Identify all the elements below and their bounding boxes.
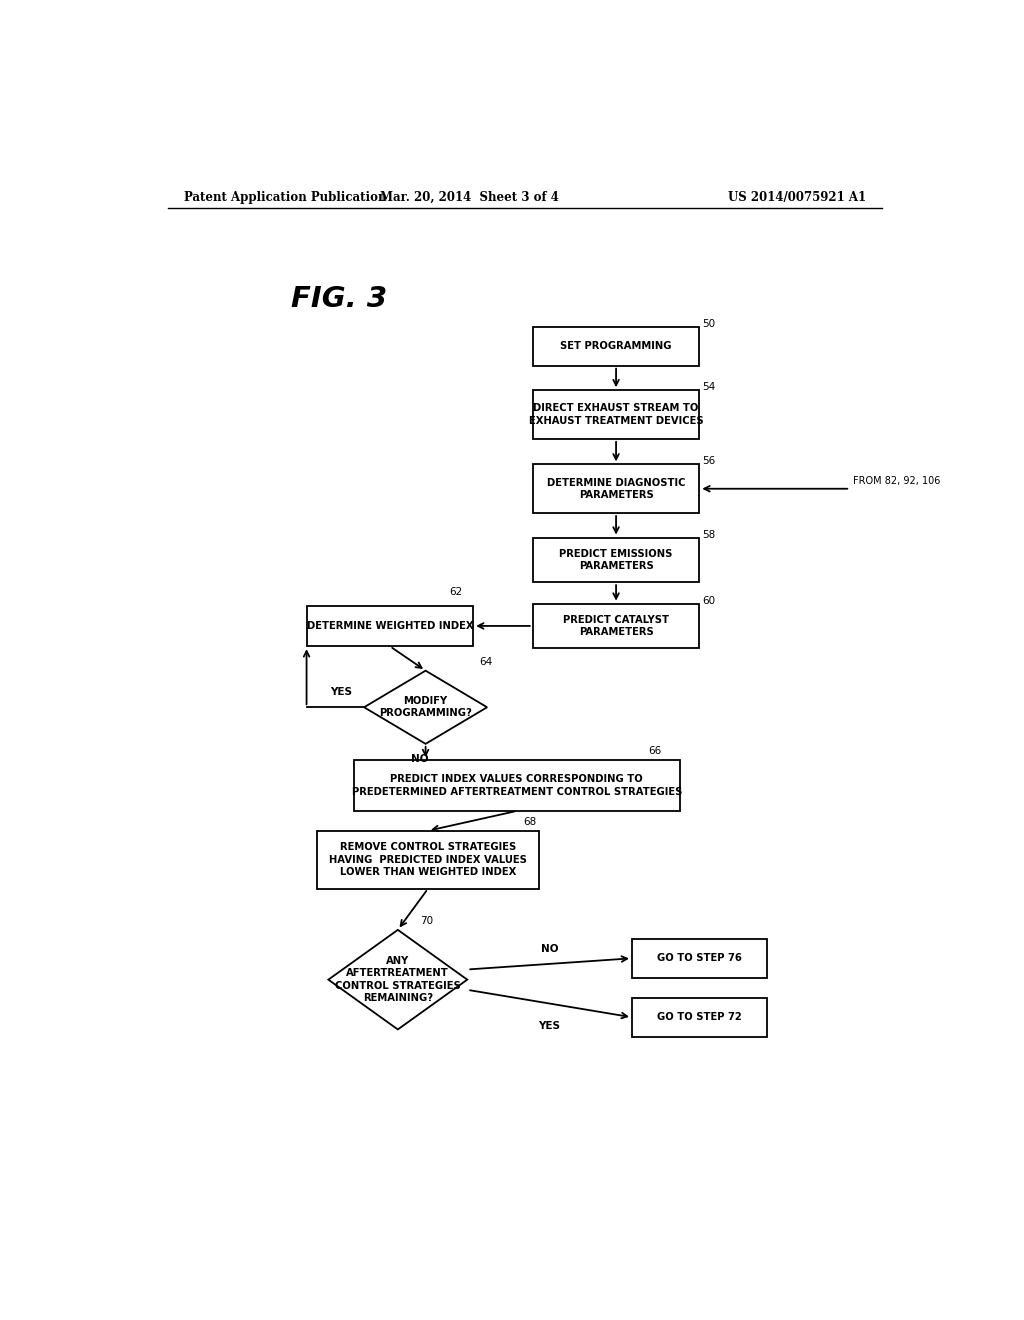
Text: 64: 64 [479, 656, 493, 667]
Text: PREDICT EMISSIONS
PARAMETERS: PREDICT EMISSIONS PARAMETERS [559, 549, 673, 572]
Text: PREDICT INDEX VALUES CORRESPONDING TO
PREDETERMINED AFTERTREATMENT CONTROL STRAT: PREDICT INDEX VALUES CORRESPONDING TO PR… [351, 775, 682, 797]
Text: ANY
AFTERTREATMENT
CONTROL STRATEGIES
REMAINING?: ANY AFTERTREATMENT CONTROL STRATEGIES RE… [335, 956, 461, 1003]
Text: GO TO STEP 72: GO TO STEP 72 [657, 1012, 741, 1022]
Text: DETERMINE DIAGNOSTIC
PARAMETERS: DETERMINE DIAGNOSTIC PARAMETERS [547, 478, 685, 500]
Text: 60: 60 [702, 595, 716, 606]
Bar [532, 391, 699, 440]
Text: PREDICT CATALYST
PARAMETERS: PREDICT CATALYST PARAMETERS [563, 615, 669, 638]
Polygon shape [329, 929, 467, 1030]
Bar [532, 537, 699, 582]
Text: GO TO STEP 76: GO TO STEP 76 [657, 953, 741, 964]
Polygon shape [365, 671, 487, 744]
Text: REMOVE CONTROL STRATEGIES
HAVING  PREDICTED INDEX VALUES
LOWER THAN WEIGHTED IND: REMOVE CONTROL STRATEGIES HAVING PREDICT… [329, 842, 527, 876]
Text: DIRECT EXHAUST STREAM TO
EXHAUST TREATMENT DEVICES: DIRECT EXHAUST STREAM TO EXHAUST TREATME… [528, 404, 703, 426]
Bar [632, 939, 767, 978]
Text: 68: 68 [523, 817, 537, 826]
Text: SET PROGRAMMING: SET PROGRAMMING [560, 342, 672, 351]
Text: FROM 82, 92, 106: FROM 82, 92, 106 [853, 475, 940, 486]
Text: Patent Application Publication: Patent Application Publication [183, 190, 386, 203]
Text: 50: 50 [702, 319, 716, 329]
Text: 70: 70 [420, 916, 433, 925]
Bar [532, 603, 699, 648]
Text: 62: 62 [450, 587, 463, 598]
Text: NO: NO [411, 754, 428, 764]
Text: DETERMINE WEIGHTED INDEX: DETERMINE WEIGHTED INDEX [306, 620, 473, 631]
Text: 66: 66 [648, 746, 662, 756]
Text: Mar. 20, 2014  Sheet 3 of 4: Mar. 20, 2014 Sheet 3 of 4 [380, 190, 559, 203]
Bar [316, 830, 539, 888]
Text: YES: YES [539, 1022, 560, 1031]
Text: YES: YES [330, 688, 352, 697]
Text: NO: NO [541, 944, 558, 954]
Bar [306, 606, 473, 647]
Text: 58: 58 [702, 529, 716, 540]
Text: MODIFY
PROGRAMMING?: MODIFY PROGRAMMING? [379, 696, 472, 718]
Text: 56: 56 [702, 457, 716, 466]
Text: FIG. 3: FIG. 3 [291, 285, 387, 313]
Bar [354, 760, 680, 810]
Bar [532, 327, 699, 366]
Text: US 2014/0075921 A1: US 2014/0075921 A1 [728, 190, 866, 203]
Text: 54: 54 [702, 383, 716, 392]
Bar [632, 998, 767, 1036]
Bar [532, 465, 699, 513]
